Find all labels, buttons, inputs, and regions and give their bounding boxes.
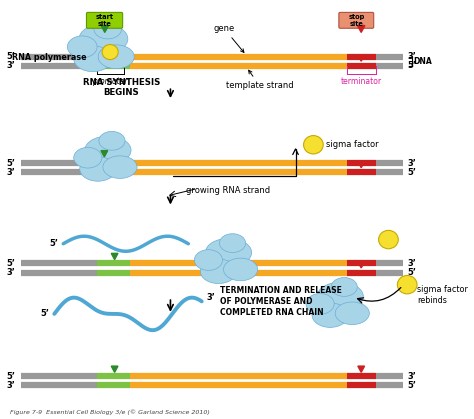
Text: sigma factor: sigma factor <box>326 140 379 149</box>
Polygon shape <box>111 253 118 260</box>
Text: start
site: start site <box>96 14 114 26</box>
Ellipse shape <box>85 136 131 164</box>
FancyBboxPatch shape <box>339 13 374 28</box>
Circle shape <box>303 136 323 154</box>
Text: terminator: terminator <box>341 77 382 86</box>
Circle shape <box>102 44 118 59</box>
Ellipse shape <box>219 234 246 253</box>
Text: 3’: 3’ <box>7 268 16 277</box>
Polygon shape <box>101 26 109 32</box>
Ellipse shape <box>94 19 121 39</box>
Ellipse shape <box>317 282 363 310</box>
Polygon shape <box>357 26 365 32</box>
Ellipse shape <box>205 238 252 266</box>
Text: 5’: 5’ <box>110 140 119 149</box>
Circle shape <box>397 275 417 294</box>
Text: 5’: 5’ <box>407 61 416 70</box>
Ellipse shape <box>201 259 237 284</box>
Text: 3’: 3’ <box>407 372 416 380</box>
Text: 3’: 3’ <box>7 61 16 70</box>
Ellipse shape <box>335 302 369 325</box>
Polygon shape <box>358 161 365 168</box>
Text: sigma factor
rebinds: sigma factor rebinds <box>417 285 468 305</box>
Text: 5’: 5’ <box>7 52 16 61</box>
Text: RNA SYNTHESIS
BEGINS: RNA SYNTHESIS BEGINS <box>82 78 160 97</box>
Ellipse shape <box>74 147 102 168</box>
Ellipse shape <box>194 250 222 270</box>
Text: promoter: promoter <box>92 77 128 86</box>
Text: DNA: DNA <box>413 57 432 66</box>
Text: 3’: 3’ <box>7 168 16 177</box>
Text: stop
site: stop site <box>348 14 365 26</box>
Polygon shape <box>358 262 365 268</box>
Text: 5’: 5’ <box>40 309 49 318</box>
Text: gene: gene <box>213 24 244 52</box>
Ellipse shape <box>80 157 116 181</box>
Text: 5’: 5’ <box>7 259 16 268</box>
Text: 3’: 3’ <box>7 381 16 390</box>
Ellipse shape <box>103 156 137 178</box>
Polygon shape <box>358 366 365 372</box>
FancyBboxPatch shape <box>86 13 123 28</box>
Text: 3’: 3’ <box>407 159 416 168</box>
Ellipse shape <box>306 294 334 314</box>
Ellipse shape <box>67 36 97 58</box>
Text: 3’: 3’ <box>407 259 416 268</box>
Ellipse shape <box>79 24 128 54</box>
Polygon shape <box>111 366 118 372</box>
Text: TERMINATION AND RELEASE
OF POLYMERASE AND
COMPLETED RNA CHAIN: TERMINATION AND RELEASE OF POLYMERASE AN… <box>219 285 341 317</box>
Text: 5’: 5’ <box>407 268 416 277</box>
Ellipse shape <box>98 45 134 69</box>
Ellipse shape <box>74 46 112 72</box>
Text: 5’: 5’ <box>407 168 416 177</box>
Text: 5’: 5’ <box>407 381 416 390</box>
Ellipse shape <box>99 132 125 150</box>
Text: 3’: 3’ <box>206 293 215 302</box>
Text: 5’: 5’ <box>7 159 16 168</box>
Text: 5’: 5’ <box>50 239 59 248</box>
Text: Figure 7-9  Essential Cell Biology 3/e (© Garland Science 2010): Figure 7-9 Essential Cell Biology 3/e (©… <box>9 409 210 415</box>
Ellipse shape <box>312 303 348 327</box>
Polygon shape <box>358 55 365 61</box>
Ellipse shape <box>331 277 357 296</box>
Ellipse shape <box>224 258 258 281</box>
Circle shape <box>379 230 398 249</box>
Text: template strand: template strand <box>226 70 293 90</box>
Polygon shape <box>101 150 108 157</box>
Text: RNA polymerase: RNA polymerase <box>12 52 86 62</box>
Text: 3’: 3’ <box>407 52 416 61</box>
Text: 5’: 5’ <box>7 372 16 380</box>
Text: growing RNA strand: growing RNA strand <box>186 186 271 195</box>
